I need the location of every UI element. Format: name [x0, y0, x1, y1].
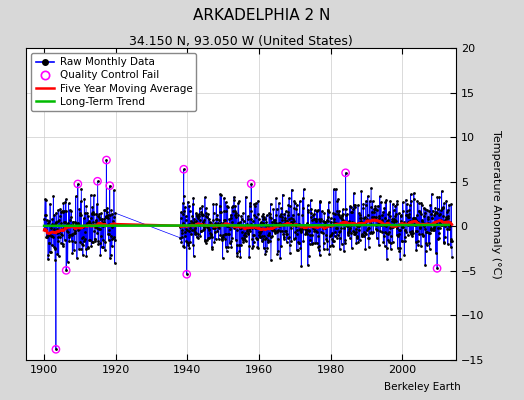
Point: [342, 170, 350, 176]
Legend: Raw Monthly Data, Quality Control Fail, Five Year Moving Average, Long-Term Tren: Raw Monthly Data, Quality Control Fail, …: [31, 53, 196, 111]
Point: [105, 182, 114, 189]
Text: Berkeley Earth: Berkeley Earth: [385, 382, 461, 392]
Point: [182, 271, 191, 278]
Point: [74, 181, 82, 187]
Point: [180, 166, 188, 172]
Point: [52, 346, 60, 352]
Point: [102, 157, 111, 163]
Point: [247, 180, 255, 187]
Point: [62, 267, 70, 274]
Y-axis label: Temperature Anomaly (°C): Temperature Anomaly (°C): [491, 130, 501, 278]
Point: [433, 265, 441, 272]
Title: 34.150 N, 93.050 W (United States): 34.150 N, 93.050 W (United States): [129, 35, 353, 48]
Point: [93, 178, 102, 184]
Text: ARKADELPHIA 2 N: ARKADELPHIA 2 N: [193, 8, 331, 23]
